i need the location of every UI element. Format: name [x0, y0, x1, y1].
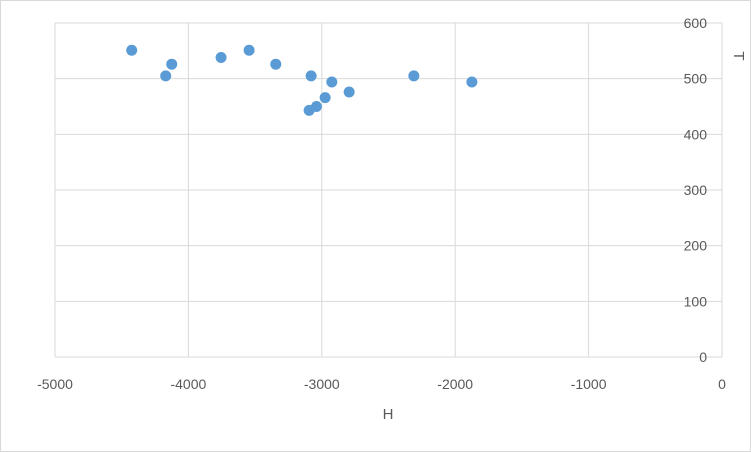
x-axis-title: H: [383, 406, 394, 423]
data-point: [243, 44, 255, 56]
data-point: [343, 86, 355, 98]
data-point: [466, 76, 478, 88]
x-tick-labels: -5000 -4000 -3000 -2000 -1000 0: [37, 376, 726, 392]
data-point: [215, 52, 227, 64]
y-tick-label: 600: [684, 15, 708, 31]
horizontal-gridlines: [55, 22, 722, 302]
data-point: [326, 76, 338, 88]
y-tick-labels: 0 100 200 300 400 500 600: [684, 15, 708, 365]
data-point: [270, 58, 282, 70]
x-tick-label: -3000: [304, 376, 340, 392]
y-tick-label: 200: [684, 238, 708, 254]
data-point: [408, 70, 420, 82]
x-tick-label: -4000: [170, 376, 206, 392]
data-point: [166, 58, 178, 70]
x-tick-label: -5000: [37, 376, 73, 392]
x-tick-label: -1000: [571, 376, 607, 392]
data-point: [160, 70, 172, 82]
data-point: [126, 44, 138, 56]
y-tick-label: 100: [684, 293, 708, 309]
data-point: [319, 92, 331, 104]
x-tick-label: -2000: [437, 376, 473, 392]
data-points: [126, 44, 478, 116]
axes: [55, 23, 723, 358]
y-tick-label: 400: [684, 126, 708, 142]
y-tick-label: 500: [684, 71, 708, 87]
data-point: [310, 101, 322, 112]
x-tick-label: 0: [718, 376, 726, 392]
y-axis-title: T: [730, 51, 747, 60]
data-point: [305, 70, 317, 82]
y-tick-label: 300: [684, 182, 708, 198]
y-tick-label: 0: [699, 349, 707, 365]
